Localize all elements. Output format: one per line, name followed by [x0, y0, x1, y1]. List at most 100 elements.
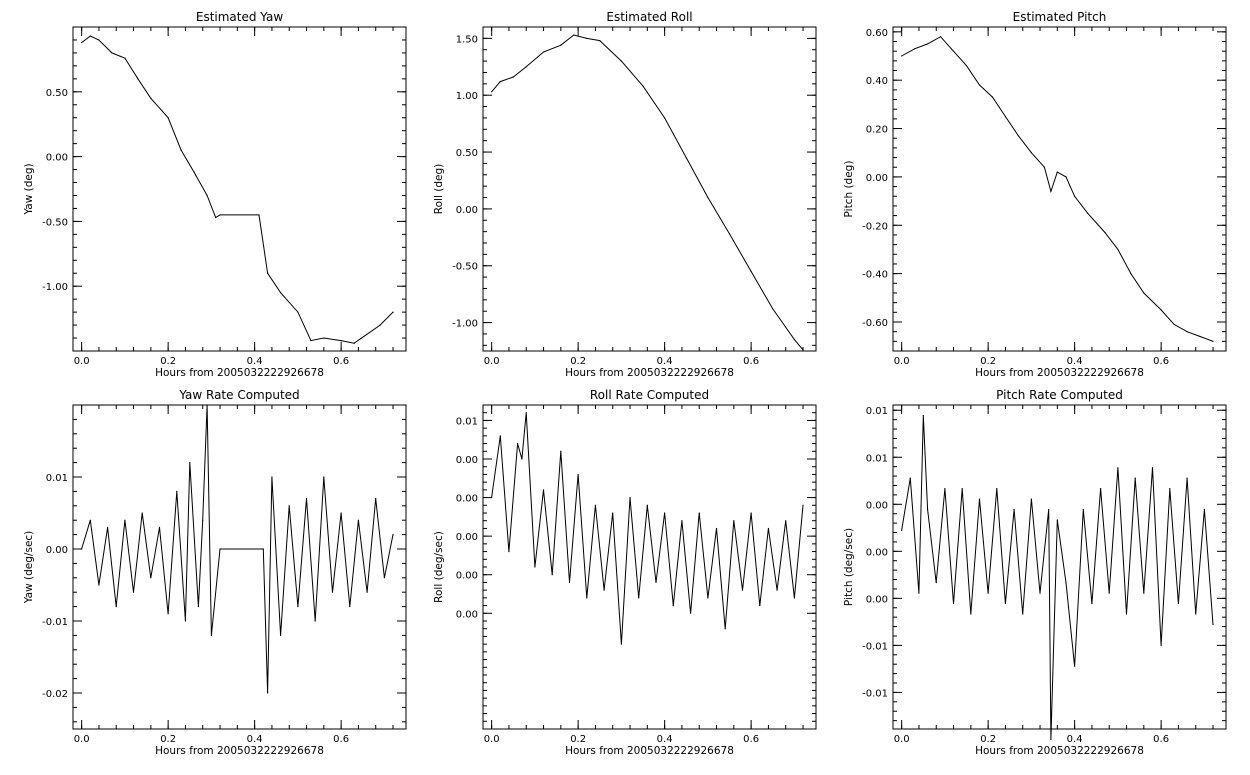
yaw-xtick-label: 0.0	[74, 356, 90, 367]
roll-data-point	[542, 51, 545, 53]
roll-rate-data-point	[525, 412, 527, 414]
yaw-rate-data-point	[297, 606, 299, 608]
pitch-rate-xtick-label: 0.6	[1153, 734, 1169, 745]
pitch-rate-data-point	[1056, 519, 1058, 521]
roll-data-point	[620, 60, 622, 62]
yaw-plot-frame	[72, 26, 407, 352]
yaw-rate-ytick-label: -0.02	[42, 689, 68, 700]
yaw-rate-data-point	[314, 620, 316, 622]
pitch-rate-data-point	[970, 613, 972, 615]
pitch-rate-data-point	[1143, 592, 1145, 594]
yaw-rate-series-line	[81, 404, 394, 694]
yaw-rate-data-point	[349, 606, 351, 608]
roll-rate-data-point	[689, 612, 692, 614]
yaw-rate-xtick-label: 0.2	[160, 734, 176, 745]
pitch-data-point	[1143, 292, 1145, 294]
yaw-ytick-label: -0.50	[42, 217, 68, 228]
roll-data-point	[491, 91, 493, 93]
roll-rate-title: Roll Rate Computed	[590, 388, 709, 402]
roll-rate-data-point	[516, 442, 519, 445]
roll-rate-data-point	[638, 597, 640, 599]
pitch-data-point	[1212, 340, 1214, 342]
roll-rate-series-line	[491, 412, 804, 645]
roll-data-point	[750, 270, 752, 273]
pitch-data-point	[1043, 166, 1045, 168]
pitch-rate-data-point	[1177, 602, 1180, 605]
roll-rate-data-point	[741, 589, 744, 591]
yaw-rate-data-point	[98, 584, 100, 586]
yaw-data-point	[279, 292, 282, 294]
yaw-rate-data-point	[288, 505, 290, 507]
roll-ytick-label: 0.50	[456, 148, 478, 159]
roll-rate-data-point	[715, 527, 718, 530]
pitch-rate-data-point	[922, 414, 924, 417]
pitch-rate-data-point	[987, 592, 989, 594]
yaw-rate-plot-frame	[72, 404, 407, 730]
roll-rate-data-point	[491, 496, 493, 499]
pitch-data-point	[1117, 248, 1119, 251]
yaw-data-point	[267, 272, 269, 274]
yaw-xtick-label: 0.2	[160, 356, 176, 367]
yaw-rate-data-point	[271, 476, 273, 478]
pitch-rate-data-point	[1212, 623, 1214, 626]
roll-rate-ytick-label: 0.01	[456, 416, 478, 427]
roll-xtick-label: 0.2	[570, 356, 586, 367]
yaw-data-point	[98, 39, 100, 41]
roll-rate-data-point	[629, 496, 631, 499]
roll-rate-data-point	[646, 504, 648, 506]
yaw-ytick-label: -1.00	[42, 282, 68, 293]
yaw-rate-ytick-label: -0.01	[42, 617, 68, 628]
pitch-rate-xtick-label: 0.4	[1067, 734, 1083, 745]
pitch-ytick-label: 0.20	[866, 125, 888, 136]
yaw-rate-data-point	[81, 548, 83, 550]
roll-ylabel: Roll (deg)	[433, 164, 445, 214]
roll-data-point	[499, 80, 501, 83]
roll-rate-data-point	[521, 458, 523, 460]
yaw-data-point	[167, 117, 169, 119]
pitch-data-point	[991, 96, 994, 98]
pitch-xtick-label: 0.2	[980, 356, 996, 367]
roll-data-point	[642, 85, 644, 87]
pitch-ytick-label: -0.20	[862, 221, 888, 232]
yaw-ytick-label: 0.00	[46, 153, 68, 164]
yaw-rate-data-point	[305, 498, 308, 500]
yaw-rate-data-point	[262, 548, 264, 550]
pitch-data-point	[1004, 115, 1007, 118]
yaw-data-point	[150, 97, 152, 99]
yaw-rate-xlabel: Hours from 2005032222926678	[155, 745, 324, 757]
roll-rate-data-point	[577, 473, 579, 476]
roll-rate-data-point	[681, 520, 683, 522]
yaw-rate-data-point	[141, 512, 143, 514]
roll-rate-plot-frame	[482, 404, 817, 730]
roll-rate-xtick-label: 0.2	[570, 734, 586, 745]
pitch-data-point	[1173, 323, 1175, 326]
roll-data-point	[573, 34, 575, 36]
yaw-data-point	[193, 171, 195, 173]
yaw-rate-data-point	[267, 692, 269, 694]
pitch-rate-data-point	[1082, 508, 1084, 511]
yaw-rate-data-point	[323, 476, 325, 478]
roll-rate-data-point	[551, 574, 553, 576]
roll-ytick-label: 1.50	[456, 34, 478, 45]
pitch-rate-title: Pitch Rate Computed	[996, 388, 1123, 402]
roll-rate-data-point	[508, 550, 510, 553]
roll-rate-xtick-label: 0.4	[657, 734, 673, 745]
roll-ytick-label: 0.00	[456, 205, 478, 216]
yaw-rate-data-point	[106, 526, 109, 529]
pitch-data-point	[1160, 309, 1162, 311]
roll-rate-data-point	[724, 628, 726, 630]
pitch-xtick-label: 0.0	[894, 356, 910, 367]
yaw-data-point	[206, 194, 208, 197]
roll-rate-ytick-label: 0.00	[456, 571, 478, 582]
pitch-rate-ytick-label: 0.00	[866, 500, 888, 511]
yaw-rate-data-point	[357, 519, 360, 521]
pitch-rate-xtick-label: 0.0	[894, 734, 910, 745]
roll-rate-data-point	[655, 581, 657, 584]
roll-data-point	[599, 40, 601, 42]
pitch-data-point	[1199, 335, 1201, 338]
roll-rate-xlabel: Hours from 2005032222926678	[565, 745, 734, 757]
roll-rate-data-point	[664, 512, 666, 514]
yaw-ytick-label: 0.50	[46, 88, 68, 99]
pitch-rate-data-point	[1169, 488, 1171, 490]
